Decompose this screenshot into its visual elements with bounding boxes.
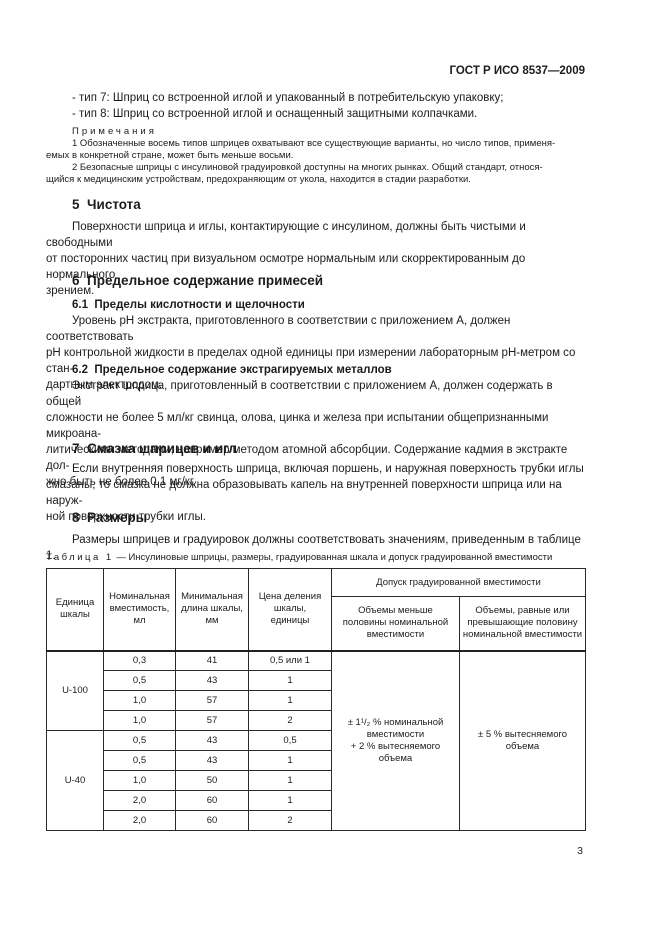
- cell-division: 0,5: [248, 730, 332, 751]
- section-6-2-heading: 6.2 Предельное содержание экстрагируемых…: [46, 362, 585, 378]
- cell-nominal: 0,3: [103, 650, 176, 671]
- notes-label: Примечания: [72, 126, 157, 137]
- table-row: U-100 0,3 41 0,5 или 1 ± 1¹/₂ % номиналь…: [46, 650, 586, 831]
- section-7-number: 7: [72, 441, 80, 456]
- table-row: 0,5 43 1: [47, 750, 586, 771]
- col-header-tolerance-small-volumes: Объемы меньше половины номинальной вмест…: [331, 596, 460, 652]
- section-6-number: 6: [72, 273, 80, 288]
- section-7-title: Смазка шприцев и игл: [87, 441, 238, 456]
- cell-length: 41: [175, 650, 249, 671]
- doc-number-header: ГОСТ Р ИСО 8537—2009: [449, 65, 585, 77]
- note-item-1: 1 Обозначенные восемь типов шприцев охва…: [46, 138, 556, 161]
- table-row: 2,0 60 2: [47, 810, 586, 831]
- cell-length: 43: [175, 750, 249, 771]
- syringe-type-list: - тип 7: Шприц со встроенной иглой и упа…: [46, 90, 585, 122]
- section-5-paragraph: Поверхности шприца и иглы, контактирующи…: [46, 221, 526, 297]
- table-1-caption-text: — Инсулиновые шприцы, размеры, градуиров…: [116, 552, 553, 563]
- section-5-heading: 5 Чистота: [46, 196, 585, 214]
- table-row: U-40 0,5 43 0,5: [46, 730, 586, 831]
- section-6-2-title: Предельное содержание экстрагируемых мет…: [94, 364, 392, 376]
- section-8-heading: 8 Размеры: [46, 509, 585, 527]
- col-header-tolerance-large-volumes: Объемы, равные или превышающие половину …: [459, 596, 586, 652]
- cell-length: 43: [175, 670, 249, 691]
- cell-length: 57: [175, 690, 249, 711]
- cell-nominal: 1,0: [103, 690, 176, 711]
- tolerance-small-cell: ± 1¹/₂ % номинальной вместимости + 2 % в…: [331, 650, 460, 831]
- unit-cell-u100: U-100: [46, 650, 104, 731]
- col-header-nominal-capacity: Номинальная вместимость, мл: [103, 568, 176, 652]
- cell-nominal: 2,0: [103, 810, 176, 831]
- section-5-title: Чистота: [87, 197, 141, 212]
- type-list-item-8: - тип 8: Шприц со встроенной иглой и осн…: [72, 108, 478, 120]
- page-content: ГОСТ Р ИСО 8537—2009 - тип 7: Шприц со в…: [46, 0, 586, 936]
- section-6-2-paragraph: Экстракт шприца, приготовленный в соотве…: [46, 380, 568, 488]
- section-6-heading: 6 Предельное содержание примесей: [46, 272, 585, 290]
- table-row: 1,0 57 1: [47, 690, 586, 711]
- col-header-tolerance-group: Допуск градуированной вместимости: [331, 568, 586, 597]
- cell-division: 2: [248, 710, 332, 731]
- unit-cell-u40: U-40: [46, 730, 104, 831]
- col-header-min-scale-length: Минимальная длина шкалы, мм: [175, 568, 249, 652]
- type-list-item-7: - тип 7: Шприц со встроенной иглой и упа…: [72, 92, 504, 104]
- cell-division: 1: [248, 670, 332, 691]
- cell-division: 1: [248, 690, 332, 711]
- section-6-title: Предельное содержание примесей: [87, 273, 324, 288]
- cell-division: 1: [248, 750, 332, 771]
- cell-length: 60: [175, 790, 249, 811]
- section-8-number: 8: [72, 510, 80, 525]
- section-8-title: Размеры: [87, 510, 148, 525]
- cell-length: 57: [175, 710, 249, 731]
- section-7-paragraph: Если внутренняя поверхность шприца, вклю…: [46, 463, 584, 523]
- section-7-heading: 7 Смазка шприцев и игл: [46, 440, 585, 458]
- cell-length: 60: [175, 810, 249, 831]
- section-6-1-heading: 6.1 Пределы кислотности и щелочности: [46, 297, 585, 313]
- cell-nominal: 0,5: [103, 670, 176, 691]
- table-row: 1,0 57 2: [47, 710, 586, 731]
- cell-nominal: 2,0: [103, 790, 176, 811]
- page-number: 3: [577, 845, 583, 857]
- cell-nominal: 1,0: [103, 710, 176, 731]
- table-1-wrapper: Единица шкалы Номинальная вместимость, м…: [46, 568, 586, 831]
- section-6-1-number: 6.1: [72, 299, 88, 311]
- table-1: Единица шкалы Номинальная вместимость, м…: [46, 568, 586, 831]
- section-6-1-paragraph: Уровень рН экстракта, приготовленного в …: [46, 315, 576, 391]
- table-1-caption: Таблица 1 — Инсулиновые шприцы, размеры,…: [46, 551, 585, 564]
- cell-division: 1: [248, 790, 332, 811]
- table-1-caption-label: Таблица 1: [46, 552, 114, 563]
- cell-nominal: 0,5: [103, 730, 176, 751]
- cell-length: 43: [175, 730, 249, 751]
- cell-nominal: 1,0: [103, 770, 176, 791]
- col-header-scale-unit: Единица шкалы: [46, 568, 104, 652]
- note-item-2: 2 Безопасные шприцы с инсулиновой градуи…: [46, 162, 543, 185]
- section-5-number: 5: [72, 197, 80, 212]
- cell-division: 2: [248, 810, 332, 831]
- col-header-scale-division: Цена деления шкалы, единицы: [248, 568, 332, 652]
- tolerance-large-cell: ± 5 % вытесняемого объема: [459, 650, 586, 831]
- cell-length: 50: [175, 770, 249, 791]
- section-8-paragraph: Размеры шприцев и градуировок должны соо…: [46, 534, 581, 562]
- cell-division: 0,5 или 1: [248, 650, 332, 671]
- section-6-2-number: 6.2: [72, 364, 88, 376]
- cell-division: 1: [248, 770, 332, 791]
- section-6-1-title: Пределы кислотности и щелочности: [94, 299, 305, 311]
- cell-nominal: 0,5: [103, 750, 176, 771]
